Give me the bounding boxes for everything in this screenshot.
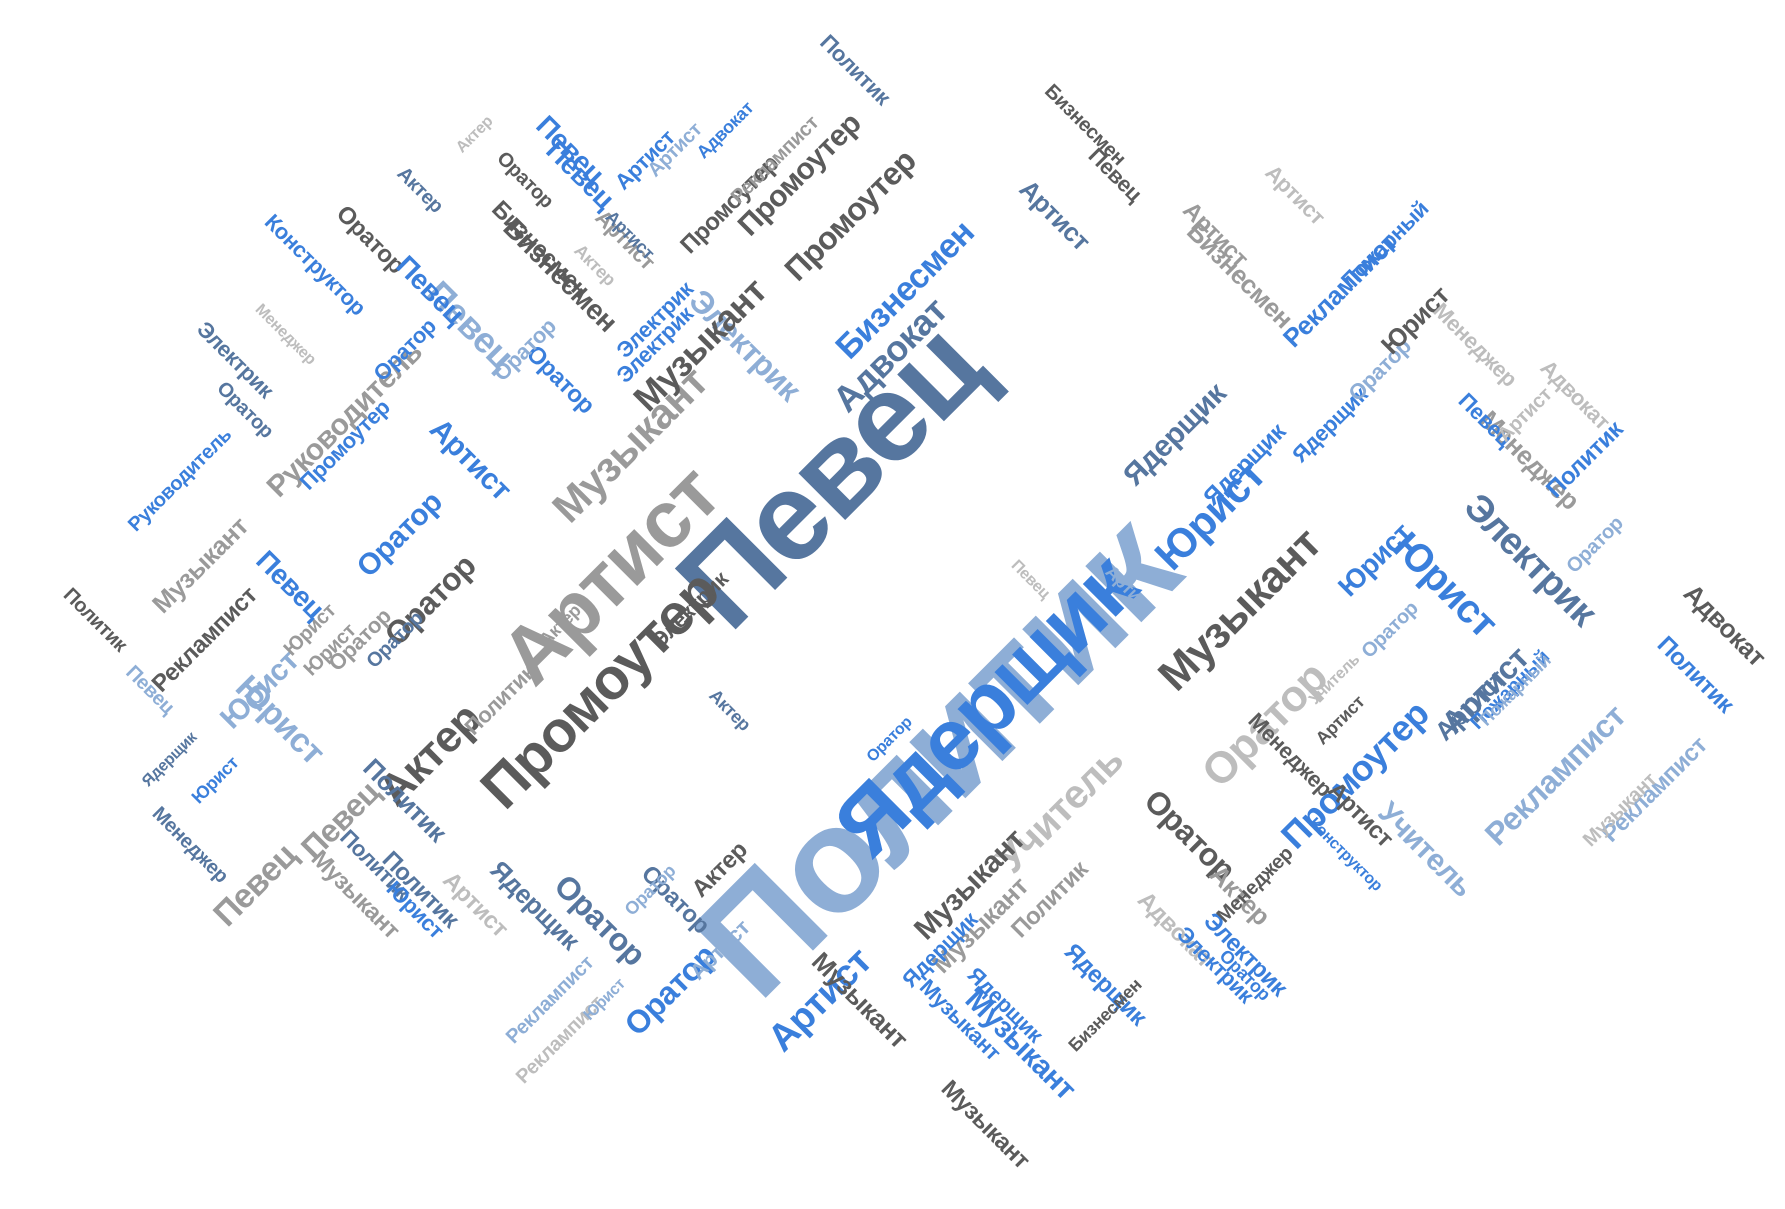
cloud-word: Ядерщик xyxy=(139,729,201,791)
cloud-word: Оратор xyxy=(1357,597,1423,663)
cloud-word: Политик xyxy=(58,583,132,657)
cloud-word: Певец xyxy=(206,836,304,934)
cloud-word: Юрист xyxy=(187,752,243,808)
cloud-word: Актер xyxy=(392,162,448,218)
cloud-word: Руководитель xyxy=(123,423,237,537)
cloud-word: Политик xyxy=(1540,415,1629,504)
cloud-word: Пожарный xyxy=(1335,195,1434,294)
cloud-word: Артист xyxy=(1260,159,1331,230)
cloud-word: Актер xyxy=(705,685,755,735)
cloud-word: Менеджер xyxy=(251,300,320,369)
cloud-word: Политик xyxy=(815,29,896,110)
cloud-word: Учитель xyxy=(1371,795,1480,904)
cloud-word: Актер xyxy=(452,112,497,157)
cloud-word: Музыкант xyxy=(935,1075,1035,1175)
cloud-word: Артист xyxy=(1013,173,1097,257)
cloud-word: Бизнесмен xyxy=(1181,216,1299,334)
cloud-word: Оратор xyxy=(1562,512,1628,578)
cloud-word: Бизнесмен xyxy=(1040,80,1130,170)
cloud-word: Менеджер xyxy=(147,802,233,888)
cloud-word: Артист xyxy=(423,412,518,507)
cloud-word: Менеджер xyxy=(1428,297,1523,392)
cloud-word: Оратор xyxy=(350,485,449,584)
